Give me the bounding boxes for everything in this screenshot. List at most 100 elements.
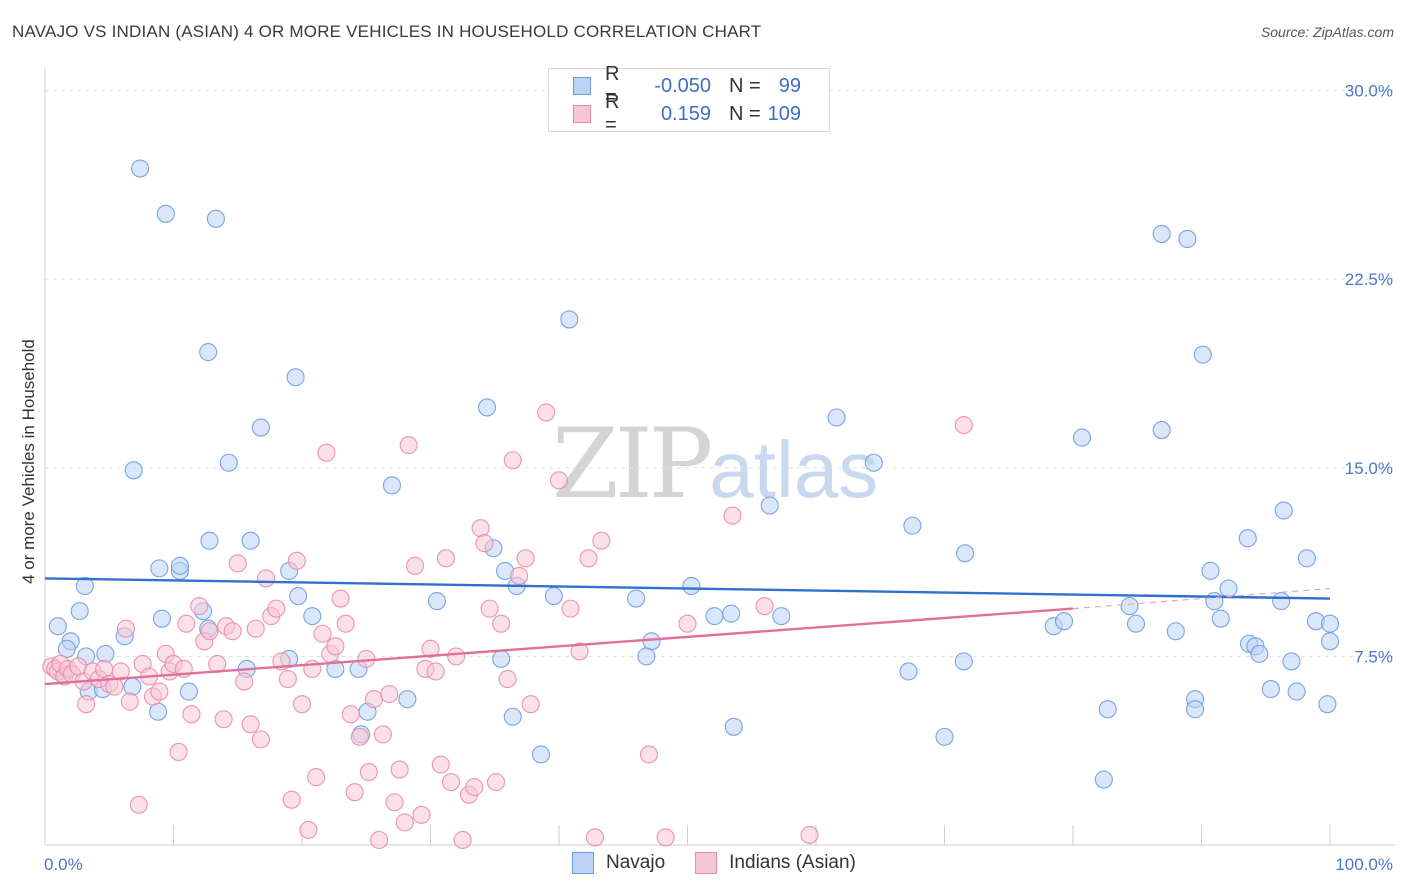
data-point [286, 368, 305, 387]
data-point [156, 204, 175, 223]
data-point [503, 451, 522, 470]
data-point [592, 531, 611, 550]
data-point [1274, 501, 1293, 520]
data-point [447, 647, 466, 666]
data-point [1287, 682, 1306, 701]
legend-swatch-indians-asian [573, 105, 591, 123]
data-point [1219, 579, 1238, 598]
series-legend: Navajo Indians (Asian) [572, 852, 886, 874]
data-point [299, 820, 318, 839]
data-point [544, 586, 563, 606]
data-point [120, 692, 139, 711]
data-point [899, 662, 918, 681]
data-point [1178, 229, 1197, 248]
data-point [560, 310, 579, 329]
data-point [385, 793, 404, 812]
data-point [317, 443, 336, 462]
y-tick-label: 30.0% [1345, 82, 1393, 101]
data-point [935, 727, 954, 746]
data-point [516, 549, 535, 568]
data-point [442, 773, 461, 792]
data-point [537, 403, 556, 422]
series-legend-indians-asian: Indians (Asian) [695, 852, 856, 874]
data-point [492, 649, 511, 668]
data-point [1098, 700, 1117, 719]
data-point [480, 599, 499, 618]
legend-n-value: 99 [778, 74, 801, 97]
data-point [406, 556, 425, 575]
series-swatch-indians-asian [695, 852, 718, 874]
data-point [129, 795, 148, 814]
data-point [579, 549, 598, 568]
data-point [1282, 652, 1301, 671]
data-point [399, 436, 418, 455]
data-point [1152, 421, 1171, 440]
data-point [70, 602, 89, 621]
data-point [282, 790, 301, 809]
grid-lines [45, 90, 1395, 657]
data-point [246, 619, 265, 638]
data-point [179, 682, 198, 701]
data-point [755, 597, 774, 616]
data-point [1126, 614, 1146, 633]
data-point [1272, 592, 1291, 611]
data-point [228, 554, 247, 573]
data-point [169, 742, 188, 762]
series-label-navajo: Navajo [606, 852, 666, 873]
data-point [124, 461, 143, 480]
data-point [307, 768, 326, 787]
data-point [96, 644, 115, 663]
data-point [521, 695, 540, 714]
data-point [390, 760, 409, 779]
data-point [1238, 529, 1257, 548]
legend-swatch-navajo [573, 77, 591, 95]
data-point [149, 702, 168, 721]
data-point [373, 725, 393, 744]
data-point [421, 639, 440, 658]
data-point [800, 825, 819, 844]
data-point [1193, 345, 1212, 364]
y-tick-label: 22.5% [1345, 270, 1393, 289]
trend-line-extension [1072, 587, 1331, 610]
data-point [656, 828, 675, 847]
y-axis-title: 4 or more Vehicles in Household [19, 339, 38, 584]
data-point [531, 745, 551, 764]
data-point [903, 516, 922, 535]
data-point [561, 599, 580, 618]
legend-r-label: R = [605, 63, 620, 108]
data-point [431, 755, 450, 774]
data-point [1166, 622, 1185, 641]
axis-labels: 7.5% 15.0% 22.5% 30.0% 0.0% 100.0% 4 or more V… [19, 82, 1393, 874]
legend-row-indians-asian: R = 0.159 N = 109 [573, 91, 801, 136]
data-point [477, 398, 497, 417]
data-point [1201, 561, 1220, 580]
data-point [1211, 609, 1230, 628]
data-point [123, 677, 142, 696]
data-point [570, 642, 589, 661]
data-point [256, 569, 276, 588]
data-point [1120, 597, 1139, 616]
source-label: Source: ZipAtlas.com [1260, 24, 1394, 40]
data-point [241, 715, 260, 734]
data-point [1094, 770, 1113, 789]
data-point [705, 607, 724, 626]
series-legend-navajo: Navajo [572, 852, 665, 874]
data-point [267, 599, 286, 618]
series-label-indians-asian: Indians (Asian) [729, 852, 856, 873]
data-point [177, 614, 196, 633]
data-point [77, 695, 96, 714]
data-point [105, 677, 124, 696]
chart-title: NAVAJO VS INDIAN (ASIAN) 4 OR MORE VEHIC… [12, 22, 762, 41]
watermark: ZIPatlas [552, 408, 878, 520]
y-tick-label: 15.0% [1345, 459, 1393, 478]
data-point [954, 652, 973, 671]
data-point [111, 662, 130, 681]
data-point [199, 343, 218, 362]
data-point [1261, 680, 1280, 699]
y-tick-label: 7.5% [1354, 647, 1393, 666]
data-point [510, 566, 529, 585]
series-swatch-navajo [572, 852, 594, 874]
trend-lines [44, 577, 1331, 686]
data-point [150, 682, 169, 701]
data-point [475, 534, 494, 553]
